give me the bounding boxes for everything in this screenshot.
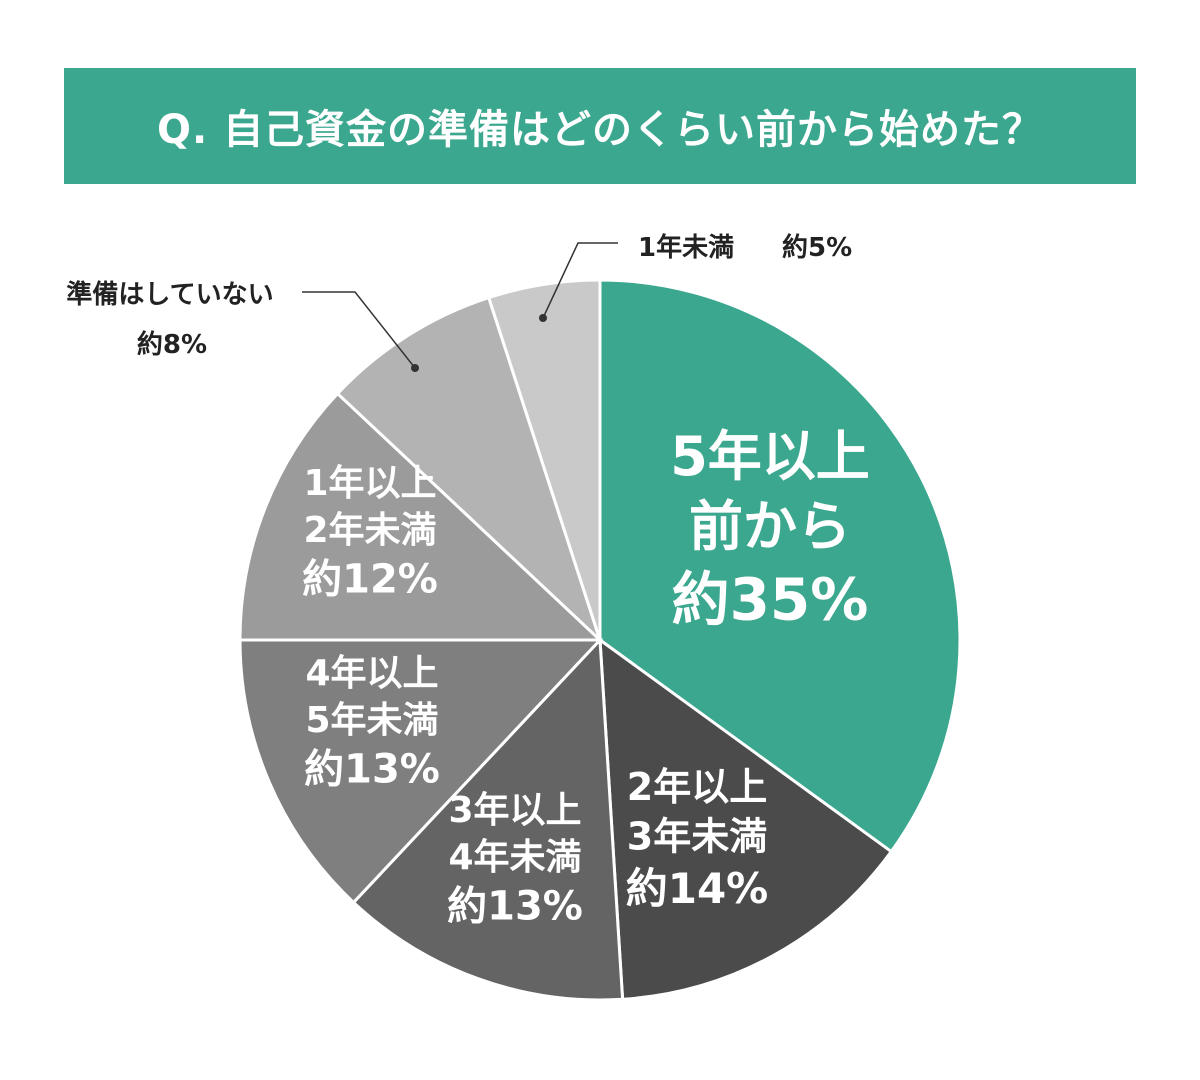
slice-label-line: 5年以上 [670, 425, 870, 488]
leader-dot [539, 314, 547, 322]
pie-slice-4 [238, 391, 604, 642]
leader-dot [411, 364, 419, 372]
pie-slice-3 [238, 638, 604, 905]
slice-label-line: 4年以上 [305, 653, 438, 694]
slice-label-line: 4年未満 [448, 837, 581, 878]
pie-slice-0 [598, 278, 962, 854]
slice-label-line: 3年以上 [448, 790, 581, 831]
chart-title-bar: Q. 自己資金の準備はどのくらい前から始めた？ [64, 68, 1136, 184]
leader-line [542, 242, 618, 319]
pie-slice-2 [351, 636, 625, 1002]
slice-value-label: 約14% [626, 864, 769, 913]
slice-value-label: 約35% [672, 565, 869, 633]
slice-value-label: 約13% [447, 884, 583, 930]
slice-label-line: 1年以上 [303, 463, 436, 504]
slice-value-label: 約13% [304, 747, 440, 793]
slice-label-line: 準備はしていない [66, 279, 273, 310]
pie-slice-5 [335, 295, 602, 642]
slice-label-line: 2年以上 [627, 765, 767, 809]
slice-label-line: 2年未満 [303, 510, 436, 551]
slice-value-label: 約12% [302, 557, 438, 603]
slice-label-line: 5年未満 [305, 700, 438, 741]
pie-slice-6 [486, 278, 602, 641]
pie-slice-1 [598, 636, 894, 1001]
slice-label-line: 3年未満 [627, 814, 767, 858]
slice-label-line: 1年未満 [638, 232, 734, 263]
leader-line [302, 291, 416, 369]
chart-title: Q. 自己資金の準備はどのくらい前から始めた？ [156, 107, 1044, 153]
slice-label-line: 前から [689, 495, 851, 558]
slice-value-label: 約8% [137, 329, 207, 360]
slice-value-label: 約5% [782, 232, 852, 263]
